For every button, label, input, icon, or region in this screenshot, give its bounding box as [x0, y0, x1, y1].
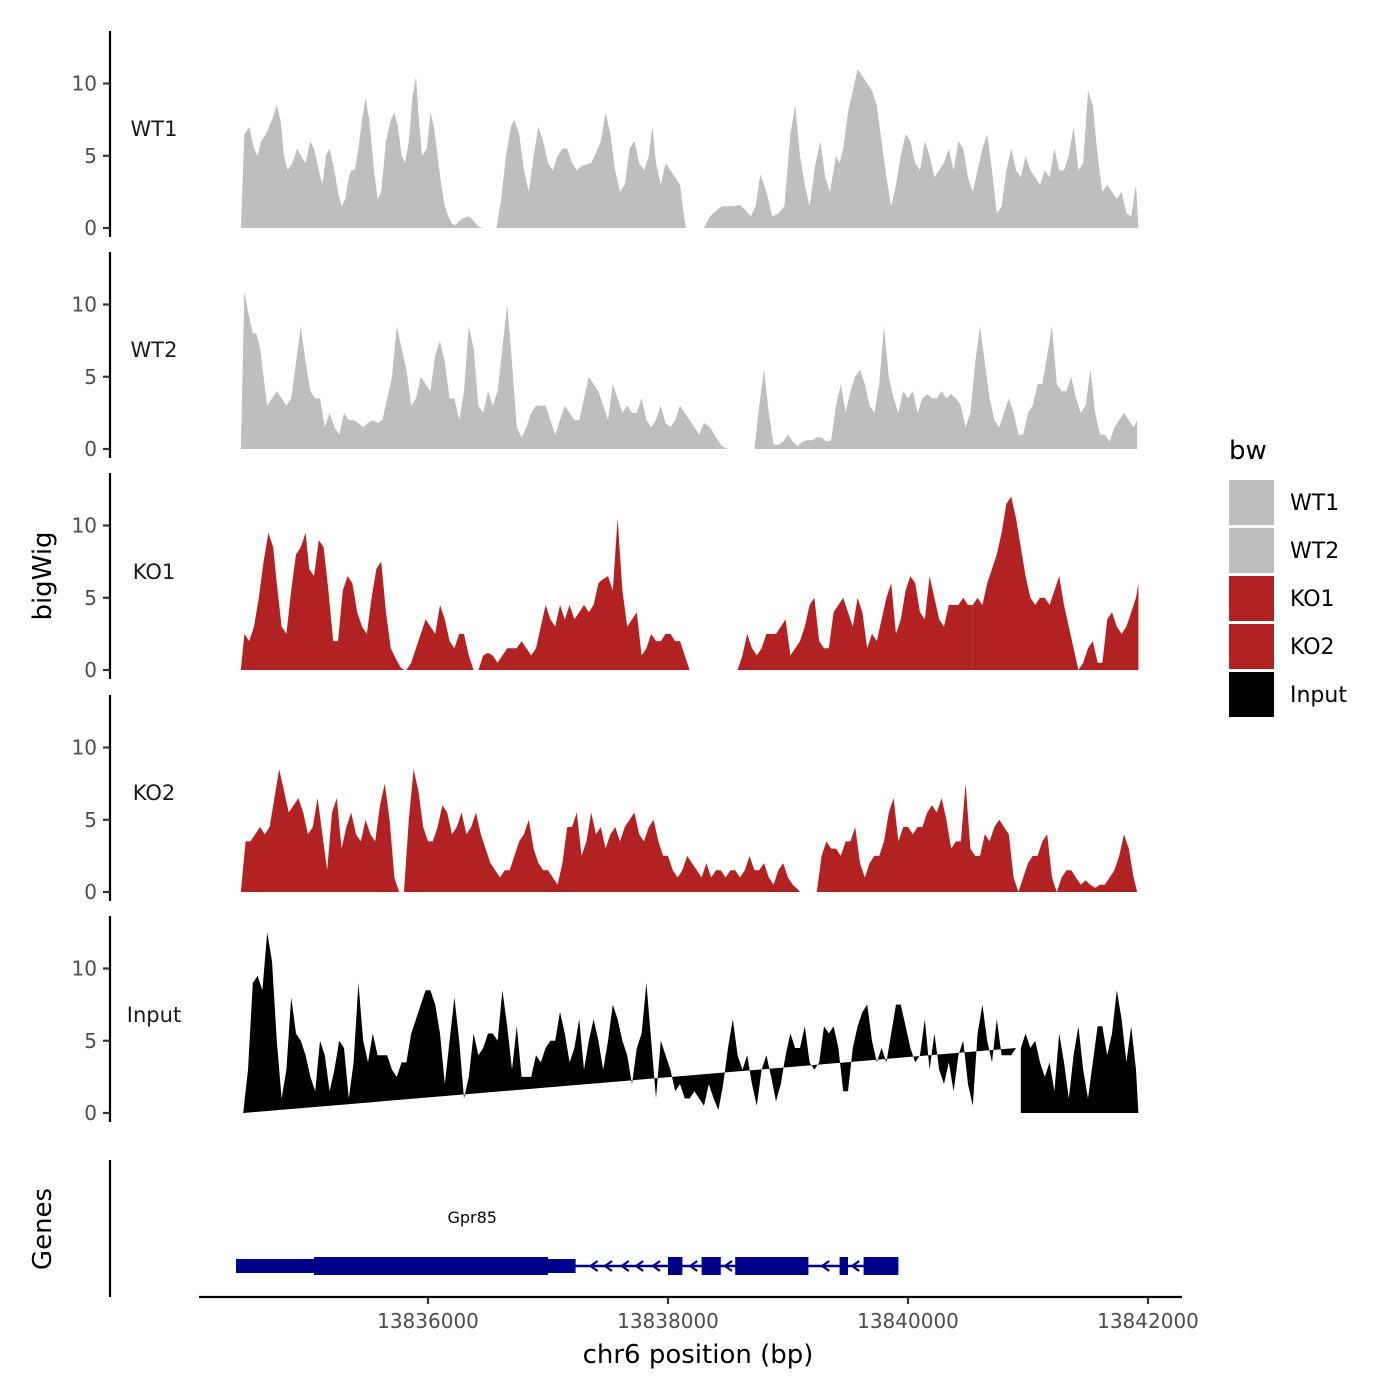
y-tick-label: 10 — [72, 293, 97, 317]
signal-area-KO1 — [972, 496, 1139, 670]
y-tick-label: 5 — [84, 808, 97, 832]
bigwig-tracks: 0 5 10 WT1 0 5 10 WT2 0 5 10 KO1 0 5 10 KO2 0 5 10 Input — [72, 31, 1139, 1125]
gene-exon — [668, 1257, 683, 1275]
genes-panel: Gpr85 — [108, 1160, 899, 1297]
strand-arrow — [820, 1260, 830, 1272]
y-tick-label: 5 — [84, 144, 97, 168]
gene-exon — [839, 1257, 848, 1275]
signal-area-WT2 — [240, 290, 729, 449]
y-tick-label: 5 — [84, 586, 97, 610]
strand-arrow — [850, 1260, 860, 1272]
signal-area-KO1 — [240, 532, 404, 670]
y-axis-title: bigWig — [28, 531, 58, 620]
genes-axis-title: Genes — [28, 1188, 58, 1270]
track-label: KO1 — [133, 560, 176, 584]
gene-exon — [314, 1257, 548, 1275]
y-tick-label: 0 — [84, 658, 97, 682]
y-tick-label: 10 — [72, 72, 97, 96]
legend-swatch-Input — [1229, 672, 1274, 717]
strand-arrow — [619, 1260, 630, 1272]
legend-label: WT2 — [1290, 539, 1339, 564]
gene-exon — [735, 1257, 809, 1275]
strand-arrow — [603, 1260, 613, 1272]
x-tick-label: 13838000 — [617, 1309, 719, 1333]
signal-area-KO2 — [404, 769, 800, 892]
y-tick-label: 10 — [72, 736, 97, 760]
y-tick-label: 10 — [72, 514, 97, 538]
track-label: KO2 — [133, 781, 176, 805]
strand-arrow — [588, 1260, 599, 1272]
legend: bw WT1 WT2 KO1 KO2 Input — [1229, 436, 1347, 717]
legend-swatch-WT1 — [1229, 480, 1274, 525]
gene-exon — [236, 1259, 314, 1273]
strand-arrow — [634, 1260, 644, 1272]
x-axis-title: chr6 position (bp) — [583, 1340, 814, 1370]
track-label: WT1 — [131, 117, 178, 141]
track-label: Input — [127, 1003, 181, 1027]
legend-label: KO2 — [1290, 635, 1335, 660]
y-tick-label: 10 — [72, 957, 97, 981]
x-tick-label: 13842000 — [1097, 1309, 1199, 1333]
legend-label: KO1 — [1290, 587, 1335, 612]
signal-area-WT2 — [754, 326, 1138, 449]
signal-area-Input — [1020, 990, 1139, 1113]
x-axis: 13836000 13838000 13840000 13842000 — [199, 1295, 1199, 1333]
strand-arrow — [723, 1260, 733, 1272]
legend-label: WT1 — [1290, 491, 1339, 516]
gene-exon — [863, 1257, 899, 1275]
gene-exon — [548, 1259, 576, 1273]
gene-Gpr85: Gpr85 — [236, 1208, 899, 1275]
strand-arrow — [688, 1260, 698, 1272]
legend-swatch-KO1 — [1229, 576, 1274, 621]
legend-swatch-WT2 — [1229, 528, 1274, 573]
signal-area-Input — [243, 932, 1016, 1113]
legend-swatch-KO2 — [1229, 624, 1274, 669]
signal-area-WT1 — [704, 69, 1139, 228]
y-tick-label: 5 — [84, 1029, 97, 1053]
y-tick-label: 0 — [84, 880, 97, 904]
signal-area-KO2 — [240, 769, 400, 892]
x-tick-label: 13840000 — [857, 1309, 959, 1333]
track-Input: 0 5 10 Input — [72, 916, 1139, 1125]
track-KO2: 0 5 10 KO2 — [72, 695, 1138, 904]
legend-label: Input — [1290, 683, 1347, 708]
x-tick-label: 13836000 — [377, 1309, 479, 1333]
y-tick-label: 0 — [84, 437, 97, 461]
strand-arrow — [651, 1260, 661, 1272]
signal-area-KO1 — [737, 576, 973, 670]
signal-area-KO2 — [816, 783, 1138, 892]
track-KO1: 0 5 10 KO1 — [72, 473, 1139, 682]
track-WT1: 0 5 10 WT1 — [72, 31, 1139, 240]
signal-area-WT1 — [240, 76, 493, 228]
signal-area-KO1 — [406, 518, 690, 670]
signal-area-WT1 — [492, 112, 686, 228]
legend-title: bw — [1229, 436, 1267, 466]
track-label: WT2 — [131, 338, 178, 362]
y-tick-label: 0 — [84, 1101, 97, 1125]
gene-exon — [701, 1257, 721, 1275]
track-WT2: 0 5 10 WT2 — [72, 252, 1138, 461]
y-tick-label: 0 — [84, 216, 97, 240]
gene-label: Gpr85 — [447, 1208, 497, 1227]
y-tick-label: 5 — [84, 365, 97, 389]
